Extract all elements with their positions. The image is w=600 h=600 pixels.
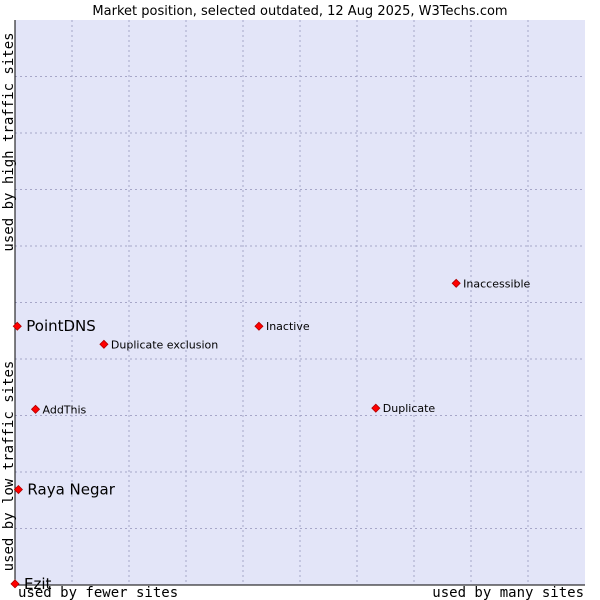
x-axis-label-right: used by many sites — [432, 585, 584, 600]
point-label-addthis: AddThis — [43, 403, 87, 416]
point-label-duplicate: Duplicate — [383, 402, 436, 415]
point-label-pointdns: PointDNS — [26, 317, 96, 335]
point-label-inaccessible: Inaccessible — [463, 277, 530, 290]
point-marker-inaccessible — [451, 278, 461, 288]
point-marker-inactive — [254, 321, 264, 331]
y-axis-label-low: used by low traffic sites — [1, 361, 17, 572]
point-label-ezit: Ezit — [24, 575, 52, 593]
point-label-duplicate-exclusion: Duplicate exclusion — [111, 338, 218, 351]
point-marker-ezit — [10, 579, 20, 589]
point-marker-duplicate — [371, 403, 381, 413]
point-label-raya-negar: Raya Negar — [27, 481, 115, 499]
point-marker-raya-negar — [13, 484, 23, 495]
point-label-inactive: Inactive — [266, 320, 310, 333]
point-marker-duplicate-exclusion — [99, 339, 109, 349]
x-axis-label-left: used by fewer sites — [18, 585, 178, 600]
axes — [14, 20, 585, 586]
y-axis-label-high: used by high traffic sites — [1, 32, 17, 251]
point-marker-addthis — [30, 404, 41, 414]
data-points: Inaccessible PointDNS Inactive Duplicate ex… — [10, 277, 531, 593]
grid-lines — [15, 20, 585, 585]
chart-title: Market position, selected outdated, 12 A… — [92, 4, 507, 19]
point-marker-pointdns — [12, 321, 22, 331]
